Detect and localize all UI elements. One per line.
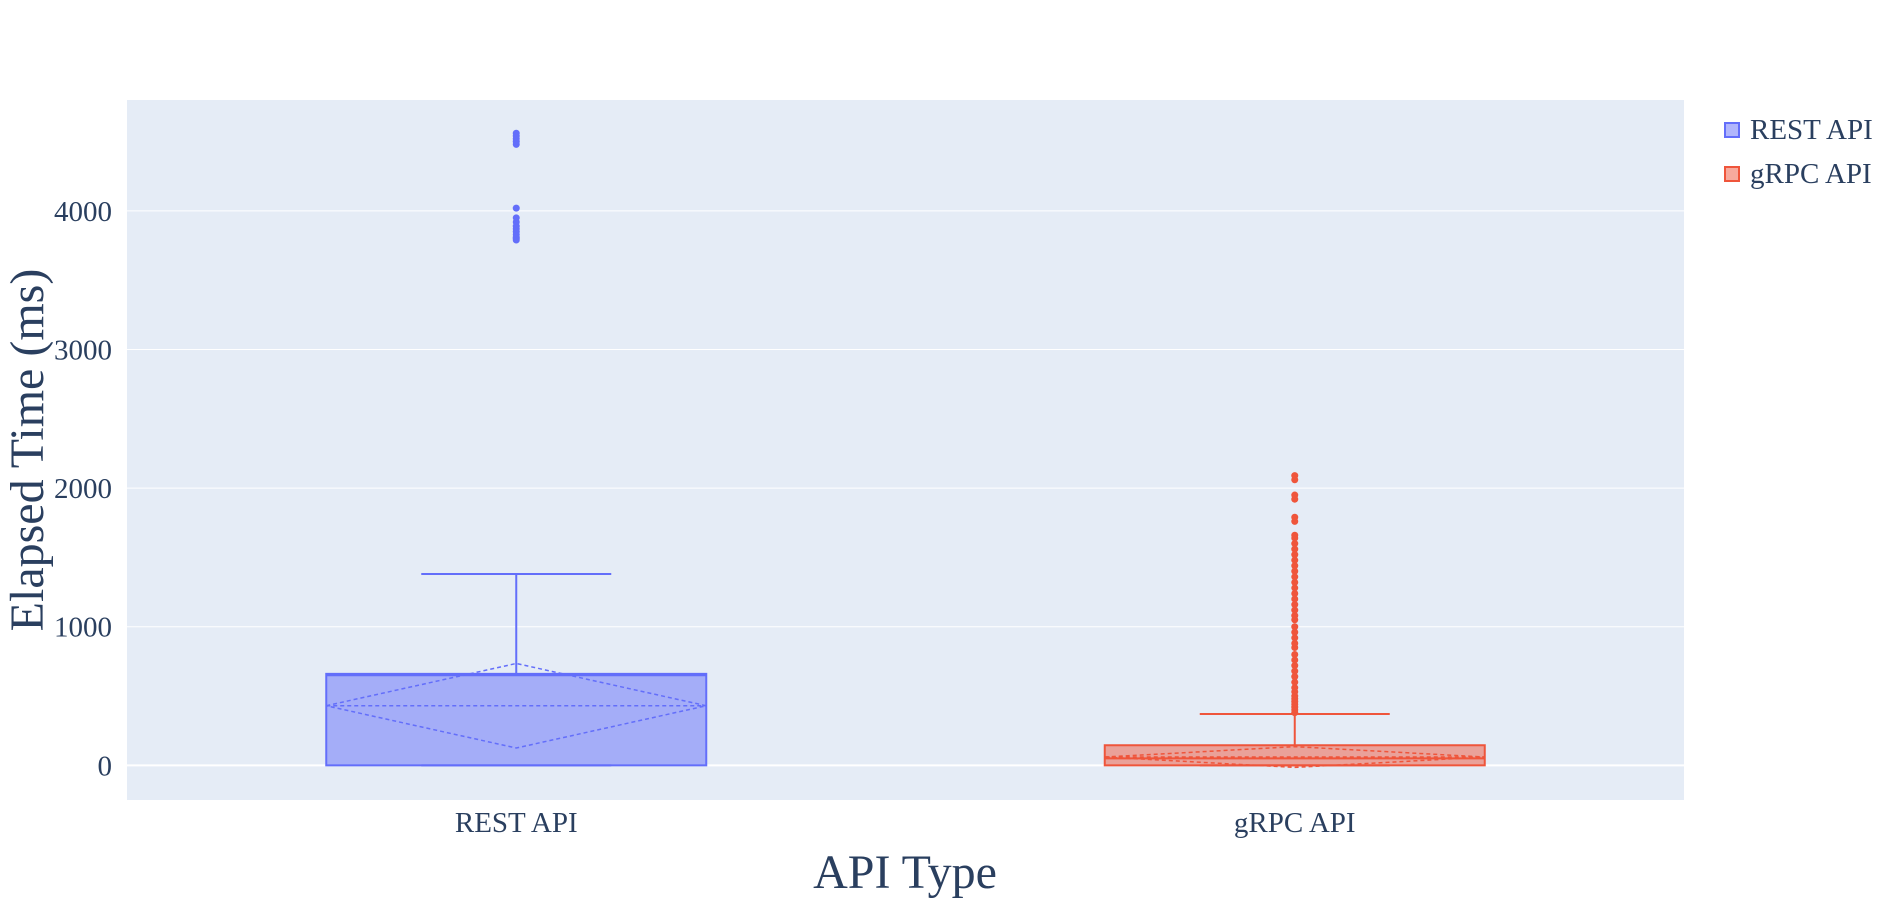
y-tick-label: 4000 bbox=[54, 196, 112, 228]
outlier-point bbox=[1291, 650, 1299, 658]
outlier-point bbox=[1291, 634, 1299, 642]
box-trace bbox=[1103, 472, 1486, 769]
box-body bbox=[325, 672, 708, 767]
sd-diamond bbox=[1104, 745, 1485, 769]
outlier-point bbox=[1291, 639, 1299, 647]
outlier-point bbox=[1291, 556, 1299, 564]
legend-swatch bbox=[1724, 122, 1740, 138]
outlier-point bbox=[1291, 623, 1299, 631]
y-tick-label: 2000 bbox=[54, 473, 112, 505]
outlier-point bbox=[1291, 491, 1299, 499]
legend-item: gRPC API bbox=[1724, 158, 1872, 190]
outlier-point bbox=[1291, 567, 1299, 575]
outlier-point bbox=[1291, 662, 1299, 670]
outlier-point bbox=[1291, 673, 1299, 681]
outlier-point bbox=[1291, 612, 1299, 620]
x-tick-label: gRPC API bbox=[1234, 807, 1356, 839]
x-tick-labels: REST API gRPC API bbox=[455, 807, 1356, 839]
outlier-point bbox=[1291, 578, 1299, 586]
y-tick-label: 0 bbox=[98, 750, 113, 782]
legend-swatch bbox=[1724, 166, 1740, 182]
x-axis-title: API Type bbox=[813, 846, 997, 899]
outlier-point bbox=[1291, 531, 1299, 539]
outlier-point bbox=[1291, 606, 1299, 614]
y-tick-labels: 0 1000 2000 3000 4000 bbox=[54, 196, 112, 782]
outlier-point bbox=[512, 129, 520, 137]
outlier-point bbox=[512, 214, 520, 222]
legend-label: gRPC API bbox=[1750, 158, 1872, 190]
y-tick-label: 1000 bbox=[54, 612, 112, 644]
outlier-point bbox=[1291, 540, 1299, 548]
box-traces bbox=[325, 129, 1486, 769]
box-trace bbox=[325, 129, 708, 767]
outlier-point bbox=[1291, 656, 1299, 664]
outlier-point bbox=[1291, 601, 1299, 609]
outlier-point bbox=[1291, 551, 1299, 559]
outlier-point bbox=[1291, 513, 1299, 521]
outlier-point bbox=[1291, 472, 1299, 480]
outlier-point bbox=[512, 204, 520, 212]
legend-item: REST API bbox=[1724, 114, 1873, 146]
outlier-point bbox=[1291, 667, 1299, 675]
box-body bbox=[1103, 744, 1486, 767]
outlier-point bbox=[1291, 562, 1299, 570]
legend-label: REST API bbox=[1750, 114, 1873, 146]
legend: REST API gRPC API bbox=[1724, 114, 1873, 190]
outlier-point bbox=[1291, 678, 1299, 686]
outlier-point bbox=[1291, 584, 1299, 592]
outlier-point bbox=[1291, 684, 1299, 692]
x-tick-label: REST API bbox=[455, 807, 578, 839]
sd-diamond bbox=[326, 662, 707, 749]
y-tick-label: 3000 bbox=[54, 335, 112, 367]
outlier-point bbox=[1291, 589, 1299, 597]
y-axis-title: Elapsed Time (ms) bbox=[1, 269, 54, 632]
outlier-point bbox=[1291, 573, 1299, 581]
outlier-point bbox=[1291, 595, 1299, 603]
outlier-point bbox=[1291, 545, 1299, 553]
outlier-point bbox=[1291, 628, 1299, 636]
